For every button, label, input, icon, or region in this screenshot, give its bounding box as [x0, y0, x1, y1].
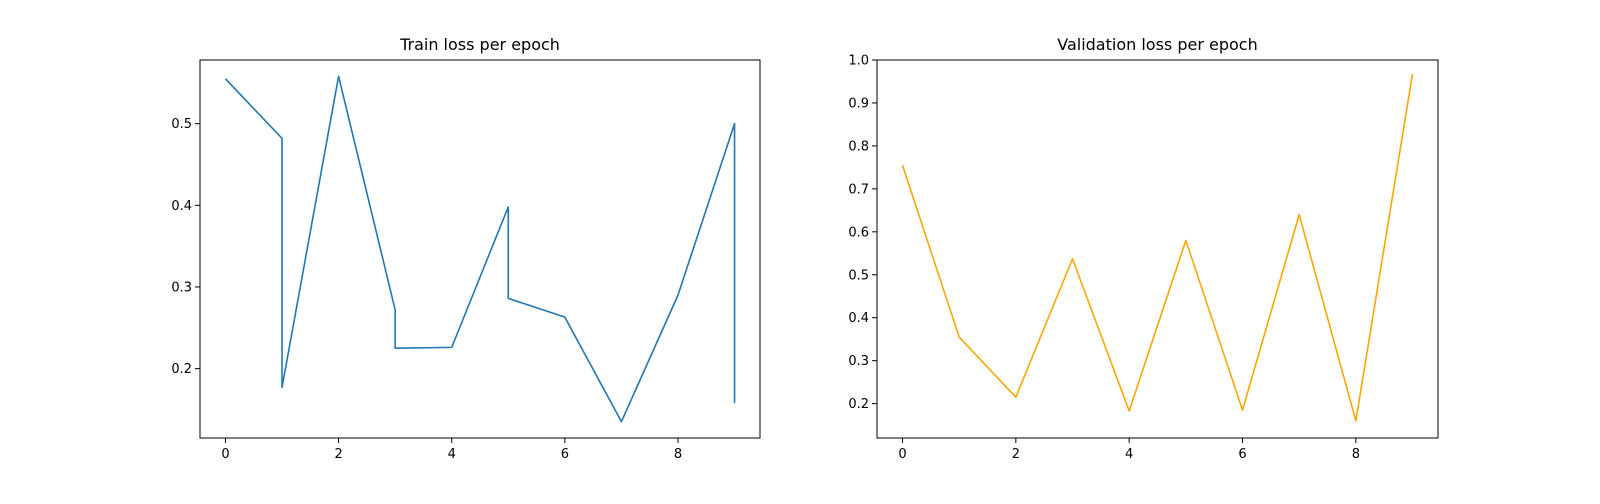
y-tick-label: 0.4 — [171, 199, 192, 214]
plot-area-frame — [876, 59, 1439, 439]
y-tick-label: 0.2 — [848, 397, 869, 412]
x-tick-label: 0 — [898, 447, 906, 462]
validation-loss-panel: Validation loss per epoch 0 2 4 6 8 0.2 0.3 0.4… — [848, 35, 1439, 462]
plot-area-frame — [199, 59, 761, 439]
train-loss-panel: Train loss per epoch 0 2 4 6 8 0.2 0.3 0.4 0.5 — [171, 35, 761, 462]
y-tick-label: 0.4 — [848, 311, 869, 326]
x-tick-label: 6 — [1238, 447, 1246, 462]
y-tick-label: 0.8 — [848, 139, 869, 154]
x-tick-label: 4 — [448, 447, 456, 462]
y-tick-label: 0.7 — [848, 182, 869, 197]
y-tick-label: 0.6 — [848, 225, 869, 240]
series-line — [901, 74, 1414, 422]
chart-title: Train loss per epoch — [399, 35, 560, 54]
x-tick-label: 0 — [221, 447, 229, 462]
chart-title: Validation loss per epoch — [1057, 35, 1257, 54]
x-tick-label: 4 — [1125, 447, 1133, 462]
y-tick-label: 0.3 — [171, 280, 192, 295]
y-tick-label: 0.2 — [171, 362, 192, 377]
x-tick-label: 2 — [334, 447, 342, 462]
y-tick-label: 0.5 — [848, 268, 869, 283]
y-tick-label: 1.0 — [848, 54, 869, 69]
x-tick-label: 8 — [674, 447, 682, 462]
y-tick-label: 0.5 — [171, 117, 192, 132]
y-tick-label: 0.3 — [848, 354, 869, 369]
y-tick-label: 0.9 — [848, 96, 869, 111]
x-tick-label: 2 — [1012, 447, 1020, 462]
series-line — [224, 75, 736, 423]
x-tick-label: 8 — [1352, 447, 1360, 462]
x-tick-label: 6 — [561, 447, 569, 462]
